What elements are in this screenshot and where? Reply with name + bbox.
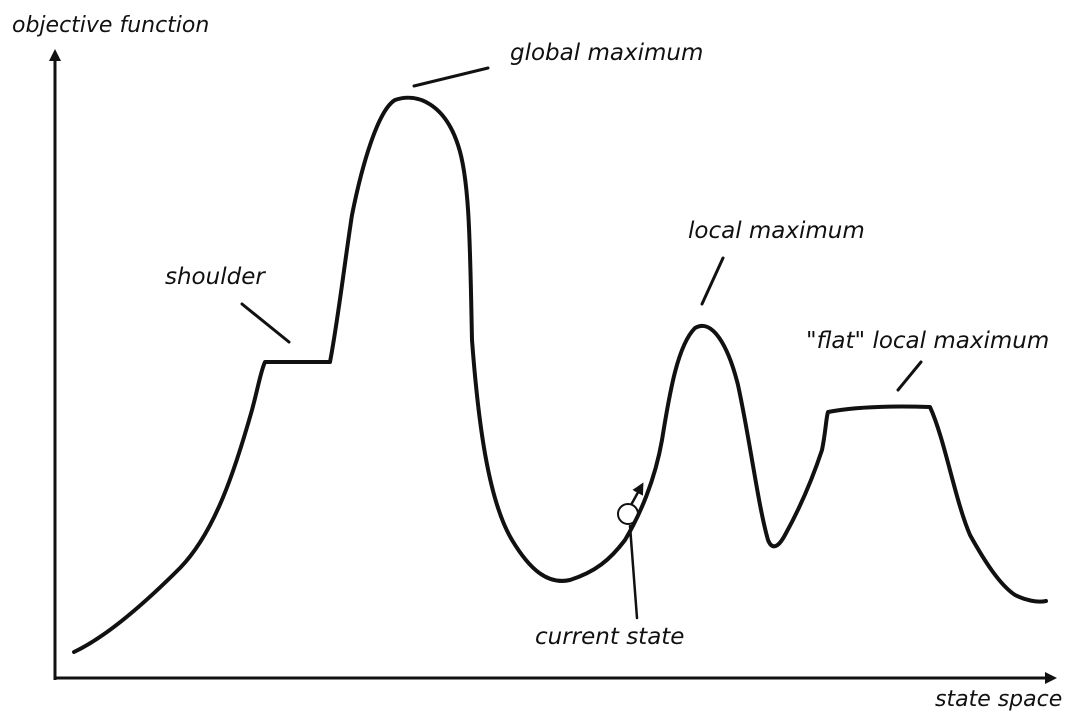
x-axis-label: state space xyxy=(935,687,1062,712)
global-maximum-leader xyxy=(412,66,490,88)
current-state-marker xyxy=(617,503,639,525)
local-maximum-leader xyxy=(700,256,725,306)
flat-local-maximum-label: "flat" local maximum xyxy=(806,328,1049,354)
global-maximum-label: global maximum xyxy=(510,40,703,66)
shoulder-leader xyxy=(240,302,291,344)
current-state-leader xyxy=(628,524,639,620)
current-state-direction-arrow xyxy=(629,482,644,506)
objective-function-curve xyxy=(72,95,1048,654)
y-axis-label: objective function xyxy=(12,13,209,38)
local-maximum-label: local maximum xyxy=(688,218,865,244)
flat-local-maximum-leader xyxy=(896,360,923,392)
shoulder-label: shoulder xyxy=(165,264,266,290)
current-state-label: current state xyxy=(535,624,684,650)
